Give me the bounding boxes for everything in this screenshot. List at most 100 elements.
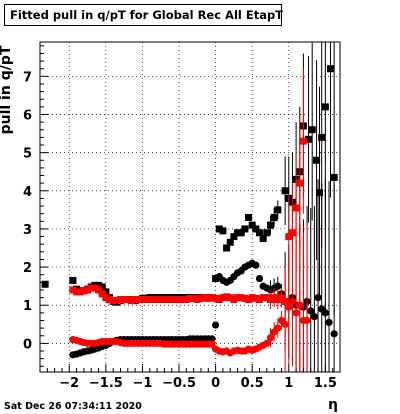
data-point-square xyxy=(308,126,316,134)
data-point-square xyxy=(266,221,274,229)
data-point-square xyxy=(241,294,249,302)
y-tick-label: 7 xyxy=(23,70,32,85)
data-point-square xyxy=(146,296,154,304)
data-point-square xyxy=(116,296,124,304)
data-point-square xyxy=(274,206,282,214)
x-tick-label: 1.5 xyxy=(314,376,337,391)
data-point-circle xyxy=(255,274,264,283)
data-point-square xyxy=(175,296,183,304)
data-point-square xyxy=(95,281,103,289)
data-point-square xyxy=(160,296,168,304)
x-tick-label: 1 xyxy=(284,376,293,391)
data-point-square xyxy=(138,296,146,304)
y-tick-label: 1 xyxy=(23,299,32,314)
plot-frame xyxy=(39,41,341,373)
data-point-square xyxy=(234,294,242,302)
data-point-circle xyxy=(285,303,293,311)
data-point-square xyxy=(98,283,106,291)
data-point-square xyxy=(237,294,245,302)
data-point-square xyxy=(299,137,307,145)
data-point-square xyxy=(182,296,190,304)
data-point-square xyxy=(219,227,227,235)
data-point-square xyxy=(73,288,81,296)
data-point-square xyxy=(80,287,88,295)
data-point-circle xyxy=(288,297,297,306)
y-tick-label: 4 xyxy=(23,185,32,200)
data-point-square xyxy=(84,286,92,294)
data-point-square xyxy=(318,133,326,141)
data-point-circle xyxy=(292,309,300,317)
data-point-circle xyxy=(314,294,322,302)
series-4 xyxy=(69,225,311,372)
data-point-square xyxy=(277,294,285,302)
data-point-square xyxy=(142,296,150,304)
series-3 xyxy=(69,68,307,336)
date-stamp: Sat Dec 26 07:34:11 2020 xyxy=(4,401,142,412)
data-point-square xyxy=(226,238,234,246)
data-point-square xyxy=(305,135,313,143)
data-point-circle xyxy=(208,340,216,348)
data-point-square xyxy=(263,294,271,302)
data-point-square xyxy=(87,284,95,292)
data-point-square xyxy=(76,288,84,296)
data-point-square xyxy=(190,294,198,302)
data-point-square xyxy=(270,213,278,221)
data-point-square xyxy=(223,293,231,301)
data-point-square xyxy=(259,234,267,242)
data-point-square xyxy=(248,221,256,229)
data-point-square xyxy=(230,296,238,304)
data-point-square xyxy=(263,229,271,237)
data-point-square xyxy=(259,294,267,302)
y-tick-label: 2 xyxy=(23,261,32,276)
data-point-square xyxy=(270,294,278,302)
y-tick-label: 0 xyxy=(23,337,32,352)
data-point-circle xyxy=(266,334,275,342)
data-point-square xyxy=(237,229,245,237)
data-point-circle xyxy=(325,318,333,327)
data-point-square xyxy=(91,284,99,292)
x-tick-label: −2 xyxy=(59,376,79,391)
data-point-square xyxy=(326,65,334,73)
data-point-square xyxy=(41,280,49,288)
data-point-square xyxy=(127,297,135,305)
x-tick-label: −0.5 xyxy=(162,376,196,391)
data-point-square xyxy=(281,187,289,195)
y-tick-label: 6 xyxy=(23,108,32,123)
x-axis-label: η xyxy=(328,397,338,413)
data-point-square xyxy=(113,297,121,305)
data-point-square xyxy=(226,294,234,302)
data-point-square xyxy=(234,229,242,237)
data-point-square xyxy=(106,296,114,304)
data-point-circle xyxy=(212,321,220,329)
data-point-square xyxy=(168,296,176,304)
data-point-square xyxy=(219,294,227,302)
data-point-square xyxy=(256,296,264,304)
data-point-square xyxy=(201,294,209,302)
data-point-square xyxy=(164,296,172,304)
y-tick-label: 3 xyxy=(23,223,32,238)
data-point-square xyxy=(102,288,110,296)
data-point-square xyxy=(131,296,139,304)
data-point-square xyxy=(95,286,103,294)
data-point-circle xyxy=(252,261,260,269)
data-point-square xyxy=(245,296,253,304)
data-point-square xyxy=(179,296,187,304)
data-point-square xyxy=(223,244,231,252)
data-point-circle xyxy=(274,324,282,332)
data-point-circle xyxy=(263,339,271,347)
data-point-square xyxy=(245,213,253,221)
series-1 xyxy=(41,42,338,315)
data-point-square xyxy=(330,173,338,181)
data-point-square xyxy=(171,296,179,304)
data-point-square xyxy=(186,294,194,302)
data-point-square xyxy=(215,296,223,304)
data-point-circle xyxy=(330,330,338,338)
data-point-square xyxy=(285,233,293,241)
data-point-square xyxy=(274,296,282,304)
data-point-square xyxy=(204,294,212,302)
data-point-square xyxy=(288,229,296,237)
data-point-circle xyxy=(281,320,289,328)
data-point-circle xyxy=(321,309,329,317)
x-tick-label: 0.5 xyxy=(241,376,264,391)
